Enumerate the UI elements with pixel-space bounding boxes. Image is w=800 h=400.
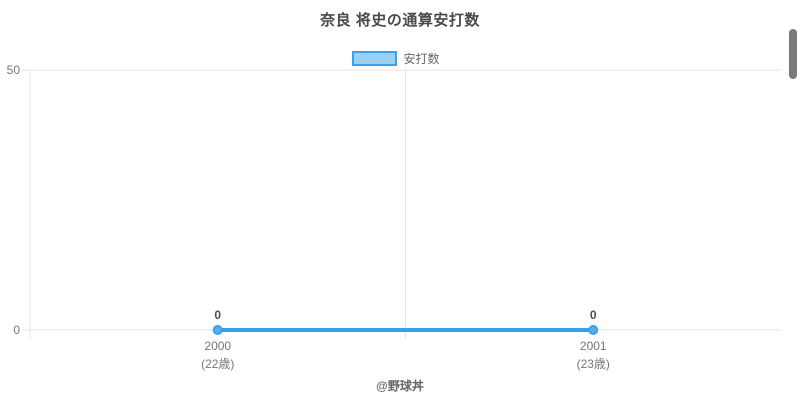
x-tick-label: 2001 bbox=[580, 339, 607, 353]
data-point[interactable] bbox=[588, 325, 599, 335]
legend-swatch-icon bbox=[352, 51, 398, 66]
x-tick-sublabel: (22歳) bbox=[201, 357, 234, 371]
y-tick-label: 0 bbox=[13, 323, 20, 337]
y-tick-label: 50 bbox=[7, 63, 21, 77]
chart-title: 奈良 将史の通算安打数 bbox=[320, 12, 480, 29]
legend-item-hits[interactable]: 安打数 bbox=[0, 50, 800, 67]
footer-credit: @野球丼 bbox=[376, 379, 424, 393]
scrollbar-thumb[interactable] bbox=[789, 29, 797, 79]
x-tick-label: 2000 bbox=[204, 339, 231, 353]
x-tick-sublabel: (23歳) bbox=[577, 357, 610, 371]
data-point[interactable] bbox=[212, 325, 223, 335]
legend-label: 安打数 bbox=[403, 52, 440, 66]
data-point-label: 0 bbox=[590, 308, 597, 322]
data-point-label: 0 bbox=[214, 308, 221, 322]
